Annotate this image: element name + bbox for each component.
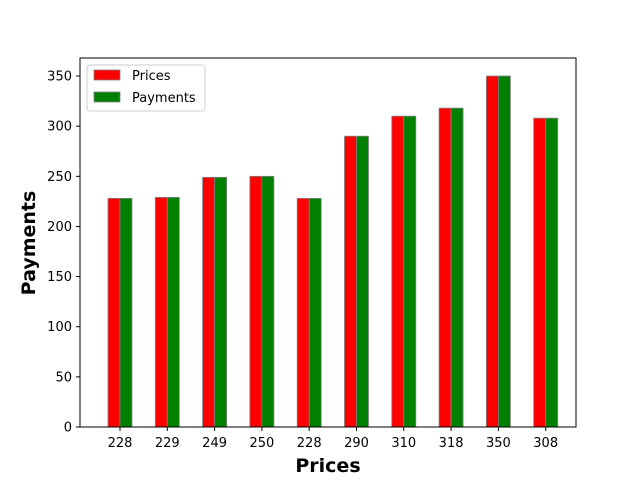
- y-tick-label: 350: [47, 70, 72, 85]
- x-axis-title: Prices: [295, 455, 360, 477]
- legend-label-prices: Prices: [132, 69, 171, 84]
- bar-payments-9: [545, 117, 559, 428]
- legend-swatch-prices: [93, 69, 121, 81]
- bar-prices-0: [107, 197, 121, 428]
- bar-payments-6: [403, 115, 417, 428]
- x-tick-label: 310: [391, 436, 416, 451]
- bar-prices-7: [438, 107, 452, 428]
- x-tick-label: 228: [108, 436, 133, 451]
- x-tick-label: 249: [202, 436, 227, 451]
- legend: Prices Payments: [86, 64, 206, 112]
- bar-payments-1: [166, 196, 180, 428]
- x-tick-label: 308: [533, 436, 558, 451]
- bar-payments-5: [356, 135, 369, 428]
- legend-label-payments: Payments: [132, 91, 196, 106]
- bar-payments-4: [308, 197, 322, 428]
- x-tick-label: 350: [486, 436, 511, 451]
- x-tick-label: 229: [155, 436, 180, 451]
- y-axis-title: Payments: [18, 191, 40, 296]
- x-tick-label: 290: [344, 436, 369, 451]
- bar-prices-5: [344, 135, 357, 428]
- legend-swatch-payments: [93, 91, 121, 103]
- bar-prices-6: [391, 115, 405, 428]
- y-axis: 0 50 100 150 200 250 300 350: [47, 70, 80, 436]
- bar-payments-7: [450, 107, 464, 428]
- bar-payments-0: [119, 197, 133, 428]
- bar-payments-8: [497, 75, 511, 428]
- bar-prices-3: [249, 175, 263, 428]
- bar-payments-2: [214, 176, 228, 428]
- x-tick-label: 318: [439, 436, 464, 451]
- bar-prices-1: [154, 196, 168, 428]
- x-axis: 228 229 249 250 228 290 310 318 350 308: [108, 427, 558, 451]
- y-tick-label: 50: [55, 370, 72, 385]
- y-tick-label: 0: [64, 421, 72, 436]
- y-tick-label: 250: [47, 170, 72, 185]
- y-tick-label: 100: [47, 320, 72, 335]
- bar-prices-9: [533, 117, 547, 428]
- bar-prices-4: [296, 197, 310, 428]
- bar-group: [107, 75, 559, 428]
- x-tick-label: 250: [249, 436, 274, 451]
- bar-payments-3: [261, 175, 275, 428]
- bar-prices-2: [202, 176, 216, 428]
- x-tick-label: 228: [297, 436, 322, 451]
- plot-area-frame: [79, 57, 577, 428]
- bar-prices-8: [485, 75, 499, 428]
- y-tick-label: 150: [47, 270, 72, 285]
- y-tick-label: 200: [47, 220, 72, 235]
- y-tick-label: 300: [47, 120, 72, 135]
